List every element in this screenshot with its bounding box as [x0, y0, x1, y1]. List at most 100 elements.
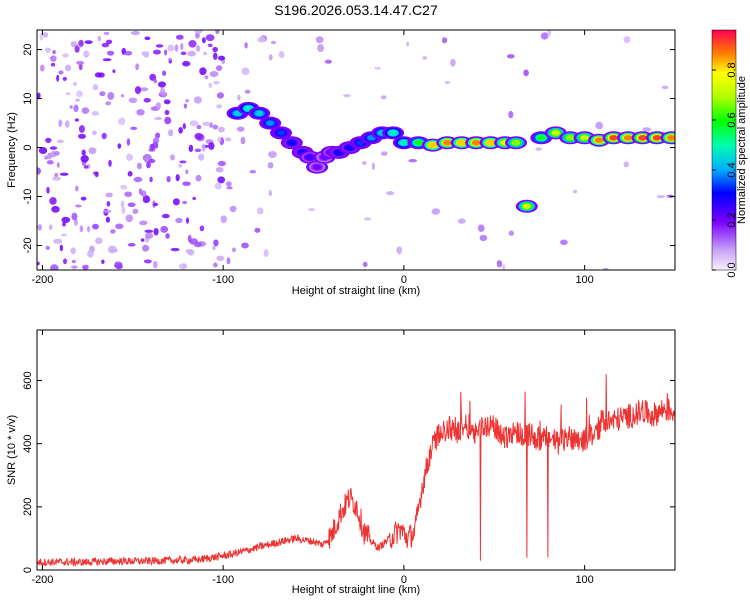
spectrogram-x-ticks: -200 -100 0 100	[31, 30, 594, 286]
snr-plot-area	[37, 330, 675, 570]
noise-speckle	[244, 89, 251, 94]
noise-speckle	[217, 176, 226, 184]
noise-speckle	[75, 185, 79, 192]
noise-speckle	[263, 249, 269, 257]
noise-speckle	[124, 50, 133, 56]
noise-speckle	[270, 40, 277, 45]
noise-speckle	[149, 176, 153, 183]
noise-speckle	[97, 35, 102, 42]
noise-field	[37, 30, 674, 270]
noise-speckle	[94, 171, 99, 178]
noise-speckle	[152, 142, 159, 149]
noise-speckle	[130, 126, 138, 130]
noise-speckle	[81, 107, 90, 114]
noise-speckle	[408, 159, 418, 163]
noise-speckle	[58, 70, 64, 75]
noise-speckle	[278, 51, 285, 59]
noise-speckle	[254, 227, 261, 233]
noise-speckle	[324, 59, 332, 64]
noise-speckle	[70, 41, 77, 48]
colorbar-tick-label: 0.6	[726, 112, 738, 127]
noise-speckle	[209, 71, 219, 77]
noise-speckle	[134, 86, 142, 95]
noise-speckle	[193, 96, 202, 104]
noise-speckle	[212, 46, 218, 53]
noise-speckle	[88, 147, 97, 155]
figure-title: S196.2026.053.14.47.C27	[274, 2, 438, 18]
snr-x-label: Height of straight line (km)	[292, 584, 420, 596]
noise-speckle	[194, 148, 202, 153]
noise-speckle	[146, 161, 151, 169]
spectrogram-y-tick-label: 20	[22, 43, 34, 55]
noise-speckle	[185, 98, 190, 103]
noise-speckle	[107, 245, 117, 254]
noise-speckle	[163, 99, 171, 105]
noise-speckle	[178, 163, 183, 168]
noise-speckle	[386, 191, 395, 196]
noise-speckle	[180, 51, 187, 56]
ridge-field	[226, 101, 675, 213]
noise-speckle	[207, 43, 213, 48]
noise-speckle	[216, 92, 224, 99]
noise-speckle	[73, 218, 78, 226]
noise-speckle	[244, 42, 248, 49]
noise-speckle	[92, 223, 99, 230]
ridge-blob	[312, 164, 322, 170]
ridge-blob	[565, 135, 575, 141]
snr-y-label: SNR (10 * v/v)	[6, 415, 18, 485]
noise-speckle	[174, 44, 179, 52]
noise-speckle	[115, 264, 123, 270]
noise-speckle	[118, 117, 126, 126]
noise-speckle	[143, 98, 151, 103]
noise-speckle	[161, 92, 168, 97]
colorbar-ticks: 0.0 0.2 0.4 0.6 0.8	[712, 62, 738, 278]
noise-speckle	[152, 49, 161, 55]
colorbar-tick-label: 0.0	[726, 262, 738, 277]
noise-speckle	[132, 208, 139, 214]
noise-speckle	[380, 151, 388, 157]
noise-speckle	[523, 69, 529, 77]
noise-speckle	[70, 247, 76, 255]
snr-series-line	[37, 374, 675, 568]
noise-speckle	[623, 161, 629, 168]
noise-speckle	[144, 36, 151, 41]
noise-speckle	[457, 218, 466, 224]
noise-speckle	[139, 87, 149, 92]
noise-speckle	[120, 200, 125, 208]
noise-speckle	[105, 192, 113, 198]
noise-speckle	[49, 197, 57, 205]
snr-y-tick-label: 200	[22, 498, 34, 516]
ridge-blob	[511, 139, 521, 146]
noise-speckle	[241, 67, 250, 76]
noise-speckle	[101, 42, 110, 48]
snr-x-ticks: -200 -100 0 100	[31, 330, 594, 586]
noise-speckle	[226, 186, 233, 190]
ridge-blob	[638, 135, 647, 141]
noise-speckle	[183, 103, 188, 109]
noise-speckle	[180, 42, 184, 51]
noise-speckle	[155, 132, 161, 139]
noise-speckle	[195, 45, 201, 52]
noise-speckle	[103, 31, 110, 36]
colorbar-tick-label: 0.4	[726, 162, 738, 177]
snr-y-tick-label: 600	[22, 371, 34, 389]
noise-speckle	[165, 233, 170, 239]
noise-speckle	[74, 118, 79, 122]
colorbar-tick-label: 0.2	[726, 212, 738, 227]
spectrogram-y-tick-label: -20	[22, 238, 34, 254]
spectrogram-y-tick-label: 0	[22, 144, 34, 150]
noise-speckle	[148, 158, 156, 164]
noise-speckle	[53, 151, 60, 156]
noise-speckle	[161, 213, 170, 219]
colorbar: 0.0 0.2 0.4 0.6 0.8 Normalized spectral ampl…	[711, 29, 748, 278]
noise-speckle	[362, 261, 368, 268]
noise-speckle	[642, 127, 651, 132]
noise-speckle	[62, 53, 69, 58]
noise-speckle	[80, 155, 89, 163]
noise-speckle	[102, 58, 112, 62]
noise-speckle	[205, 34, 215, 42]
noise-speckle	[343, 94, 351, 98]
noise-speckle	[37, 261, 40, 266]
ridge-blob	[414, 139, 423, 146]
noise-speckle	[125, 214, 134, 223]
